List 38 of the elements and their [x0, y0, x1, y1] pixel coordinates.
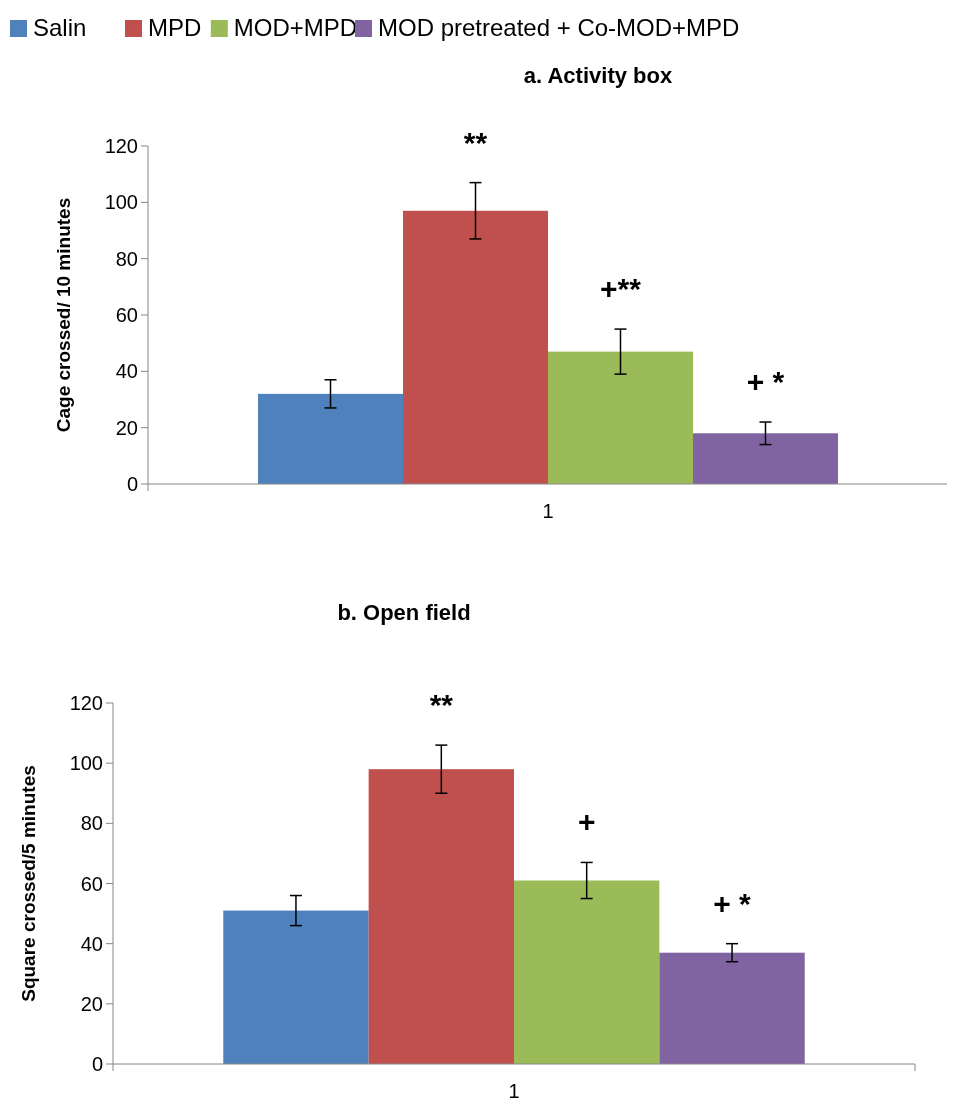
x-tick-label: 1 [508, 1080, 520, 1102]
y-tick-label: 60 [80, 872, 103, 895]
y-tick-label: 100 [69, 752, 103, 775]
y-tick-label: 80 [80, 812, 103, 835]
y-tick-label: 120 [69, 692, 103, 714]
chart-title: b. Open field [337, 600, 471, 625]
chart-title: a. Activity box [523, 63, 673, 88]
y-axis-title: Square crossed/5 minutes [18, 765, 39, 1002]
legend-label: MOD pretreated + Co-MOD+MPD [378, 14, 740, 41]
x-tick-label: 1 [542, 500, 554, 522]
bar [223, 910, 369, 1064]
y-tick-label: 40 [80, 932, 103, 955]
y-tick-label: 120 [104, 135, 138, 157]
y-tick-label: 20 [80, 992, 103, 1015]
bar [403, 210, 548, 484]
bar [368, 769, 514, 1064]
bar [548, 351, 693, 484]
y-tick-label: 60 [115, 304, 138, 326]
y-axis-title: Cage crossed/ 10 minutes [53, 197, 74, 433]
annotation: + [577, 805, 596, 839]
y-tick-label: 100 [104, 191, 138, 214]
bar [693, 433, 838, 484]
annotation: ** [429, 688, 454, 722]
annotation: + * [746, 365, 785, 399]
y-tick-label: 40 [115, 360, 138, 383]
annotation: +** [600, 272, 642, 306]
y-tick-label: 0 [91, 1053, 103, 1075]
y-tick-label: 20 [115, 416, 138, 439]
annotation: ** [463, 125, 488, 159]
y-tick-label: 0 [126, 473, 138, 495]
y-tick-label: 80 [115, 247, 138, 270]
legend-label: MOD+MPD [233, 14, 358, 41]
bar [514, 880, 660, 1064]
legend-label: MPD [148, 14, 202, 41]
annotation: + * [713, 886, 752, 920]
bar [258, 393, 403, 484]
bar [659, 952, 805, 1064]
legend-label: Salin [33, 14, 87, 41]
